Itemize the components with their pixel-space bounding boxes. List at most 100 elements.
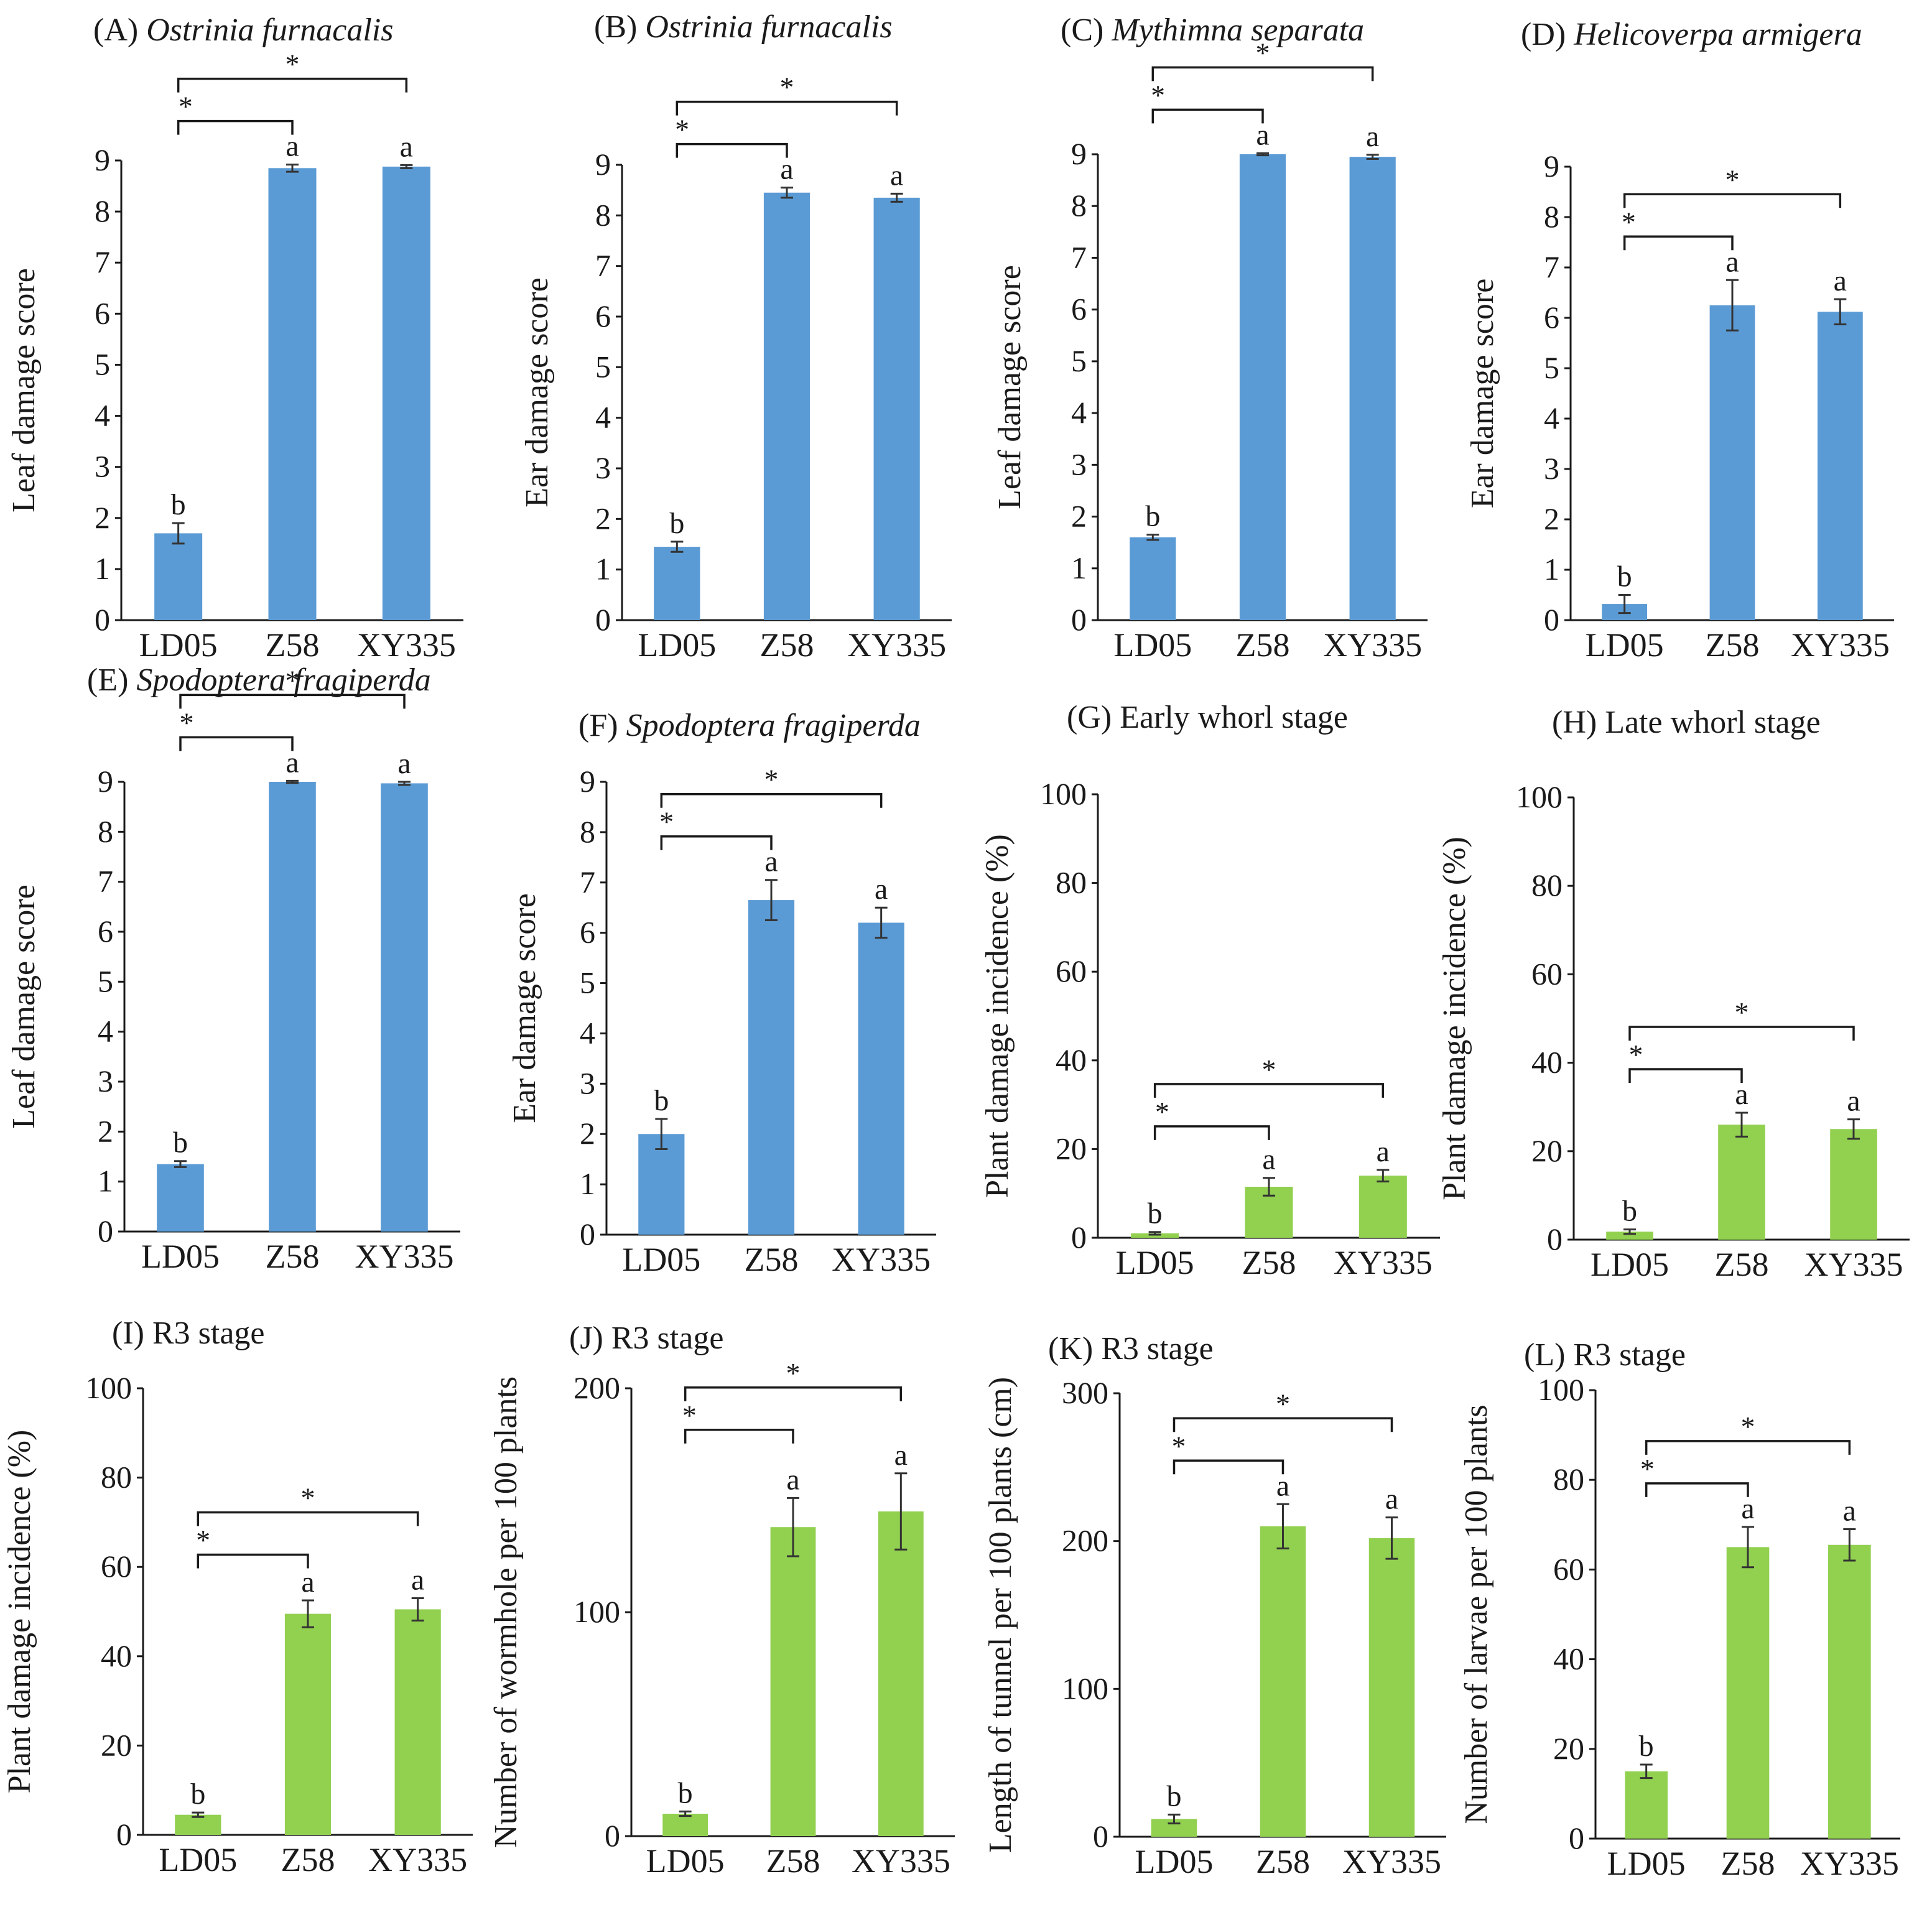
y-tick-label: 2: [1544, 501, 1559, 536]
y-axis-title: Number of wormhole per 100 plants: [488, 1376, 524, 1848]
chart-panel-l: (L) R3 stage 0 20 40 60 80 100 Number of larvae…: [1459, 1337, 1900, 1882]
significance-star: *: [1629, 1039, 1643, 1070]
y-tick-label: 3: [98, 1064, 113, 1098]
significance-letter: a: [875, 873, 888, 906]
x-tick-label: LD05: [638, 626, 716, 664]
chart-panel-h: (H) Late whorl stage 0 20 40 60 80 100 Plant da…: [1437, 705, 1910, 1283]
x-tick-label: LD05: [622, 1241, 700, 1278]
panel-title-text: Spodoptera fragiperda: [626, 708, 921, 743]
bar: [1817, 312, 1863, 620]
significance-letter: b: [1148, 1197, 1163, 1230]
x-tick-label: LD05: [1116, 1244, 1194, 1281]
significance-letter: a: [890, 159, 903, 192]
significance-letter: a: [1262, 1143, 1275, 1176]
x-tick-label: LD05: [1113, 626, 1192, 664]
bar: [1828, 1544, 1871, 1839]
x-tick-label: XY335: [1800, 1845, 1899, 1882]
y-tick-label: 5: [1544, 350, 1559, 385]
panel-title-text: Mythimna separata: [1111, 12, 1364, 48]
y-tick-label: 6: [580, 915, 595, 950]
y-tick-label: 6: [98, 914, 113, 949]
y-tick-label: 3: [580, 1065, 595, 1100]
significance-bracket: [177, 77, 408, 93]
x-tick-label: Z58: [1706, 626, 1760, 664]
bar: [873, 197, 920, 620]
y-tick-label: 100: [1040, 776, 1087, 811]
panel-letter: (D): [1521, 17, 1574, 52]
significance-star: *: [1640, 1453, 1655, 1485]
significance-bracket: [1153, 1125, 1270, 1140]
panel-title-text: Early whorl stage: [1120, 700, 1348, 735]
y-tick-label: 0: [116, 1817, 132, 1852]
x-tick-label: XY335: [1791, 626, 1890, 664]
y-tick-label: 8: [98, 814, 113, 848]
y-tick-label: 2: [595, 501, 611, 536]
bar: [157, 1164, 204, 1232]
y-axis-title: Number of larvae per 100 plants: [1459, 1404, 1494, 1824]
panel-title: (K) R3 stage: [1048, 1331, 1214, 1367]
significance-letter: b: [173, 1126, 188, 1159]
y-tick-label: 1: [580, 1166, 595, 1201]
y-tick-label: 60: [1553, 1551, 1584, 1586]
bar: [770, 1527, 816, 1836]
y-tick-label: 8: [1071, 188, 1087, 223]
chart-panel-a: (A) Ostrinia furnacalis 0 1 2 3 4 5 6 7 8 9 Leaf da…: [6, 12, 463, 664]
y-tick-label: 1: [1544, 552, 1559, 587]
y-tick-label: 5: [595, 349, 611, 384]
y-tick-label: 9: [1071, 136, 1087, 171]
y-tick-label: 100: [1062, 1671, 1108, 1705]
y-tick-label: 0: [580, 1217, 595, 1251]
significance-bracket: [1623, 235, 1734, 251]
significance-star: *: [1151, 79, 1165, 111]
x-tick-label: XY335: [832, 1241, 931, 1278]
y-axis-title: Plant damage incidence (%): [2, 1430, 37, 1794]
y-tick-label: 7: [98, 864, 113, 899]
y-tick-label: 0: [605, 1818, 620, 1853]
y-tick-label: 80: [1056, 865, 1087, 900]
panel-title: (D) Helicoverpa armigera: [1521, 17, 1862, 52]
y-tick-label: 5: [98, 963, 113, 998]
x-tick-label: LD05: [139, 626, 218, 664]
chart-panel-f: (F) Spodoptera fragiperda 0 1 2 3 4 5 6 7 8 9 Ear d…: [507, 708, 936, 1278]
bar: [1625, 1771, 1668, 1839]
bar: [1358, 1176, 1407, 1238]
y-axis-title: Plant damage incidence (%): [980, 834, 1015, 1198]
significance-letter: b: [678, 1776, 693, 1809]
significance-letter: b: [171, 488, 186, 521]
x-tick-label: XY335: [1323, 626, 1422, 664]
x-tick-label: LD05: [159, 1841, 237, 1878]
y-tick-label: 40: [1531, 1045, 1563, 1080]
significance-star: *: [179, 91, 193, 123]
y-tick-label: 9: [580, 764, 595, 799]
bar: [654, 547, 700, 620]
x-tick-label: XY335: [355, 1238, 454, 1275]
y-tick-label: 3: [95, 449, 110, 484]
bar: [1726, 1547, 1770, 1839]
chart-panel-k: (K) R3 stage 0 100 200 300 Length of tunnel p…: [983, 1331, 1446, 1880]
y-tick-label: 20: [101, 1727, 132, 1762]
panel-title: (C) Mythimna separata: [1061, 12, 1364, 48]
y-tick-label: 9: [95, 142, 110, 177]
y-axis-title: Length of tunnel per 100 plants (cm): [983, 1377, 1018, 1853]
bar: [1130, 537, 1176, 620]
significance-bracket: [1628, 1026, 1855, 1041]
y-tick-label: 1: [95, 551, 110, 586]
significance-bracket: [684, 1386, 903, 1401]
y-tick-label: 4: [1071, 395, 1087, 430]
bar: [1368, 1538, 1415, 1837]
y-tick-label: 7: [1544, 249, 1559, 284]
y-tick-label: 1: [98, 1164, 113, 1199]
y-tick-label: 200: [1062, 1523, 1108, 1558]
panel-title: (G) Early whorl stage: [1067, 700, 1348, 735]
significance-letter: b: [1145, 500, 1160, 533]
panel-title: (E) Spodoptera fragiperda: [87, 662, 431, 698]
bar: [284, 1613, 332, 1835]
significance-bracket: [676, 100, 898, 116]
y-tick-label: 80: [101, 1460, 132, 1495]
significance-star: *: [1622, 206, 1636, 238]
panel-title-text: Ostrinia furnacalis: [146, 12, 393, 48]
significance-letter: a: [1366, 120, 1379, 153]
significance-letter: b: [1622, 1195, 1637, 1228]
significance-letter: a: [786, 1463, 799, 1496]
y-tick-label: 6: [595, 299, 611, 333]
